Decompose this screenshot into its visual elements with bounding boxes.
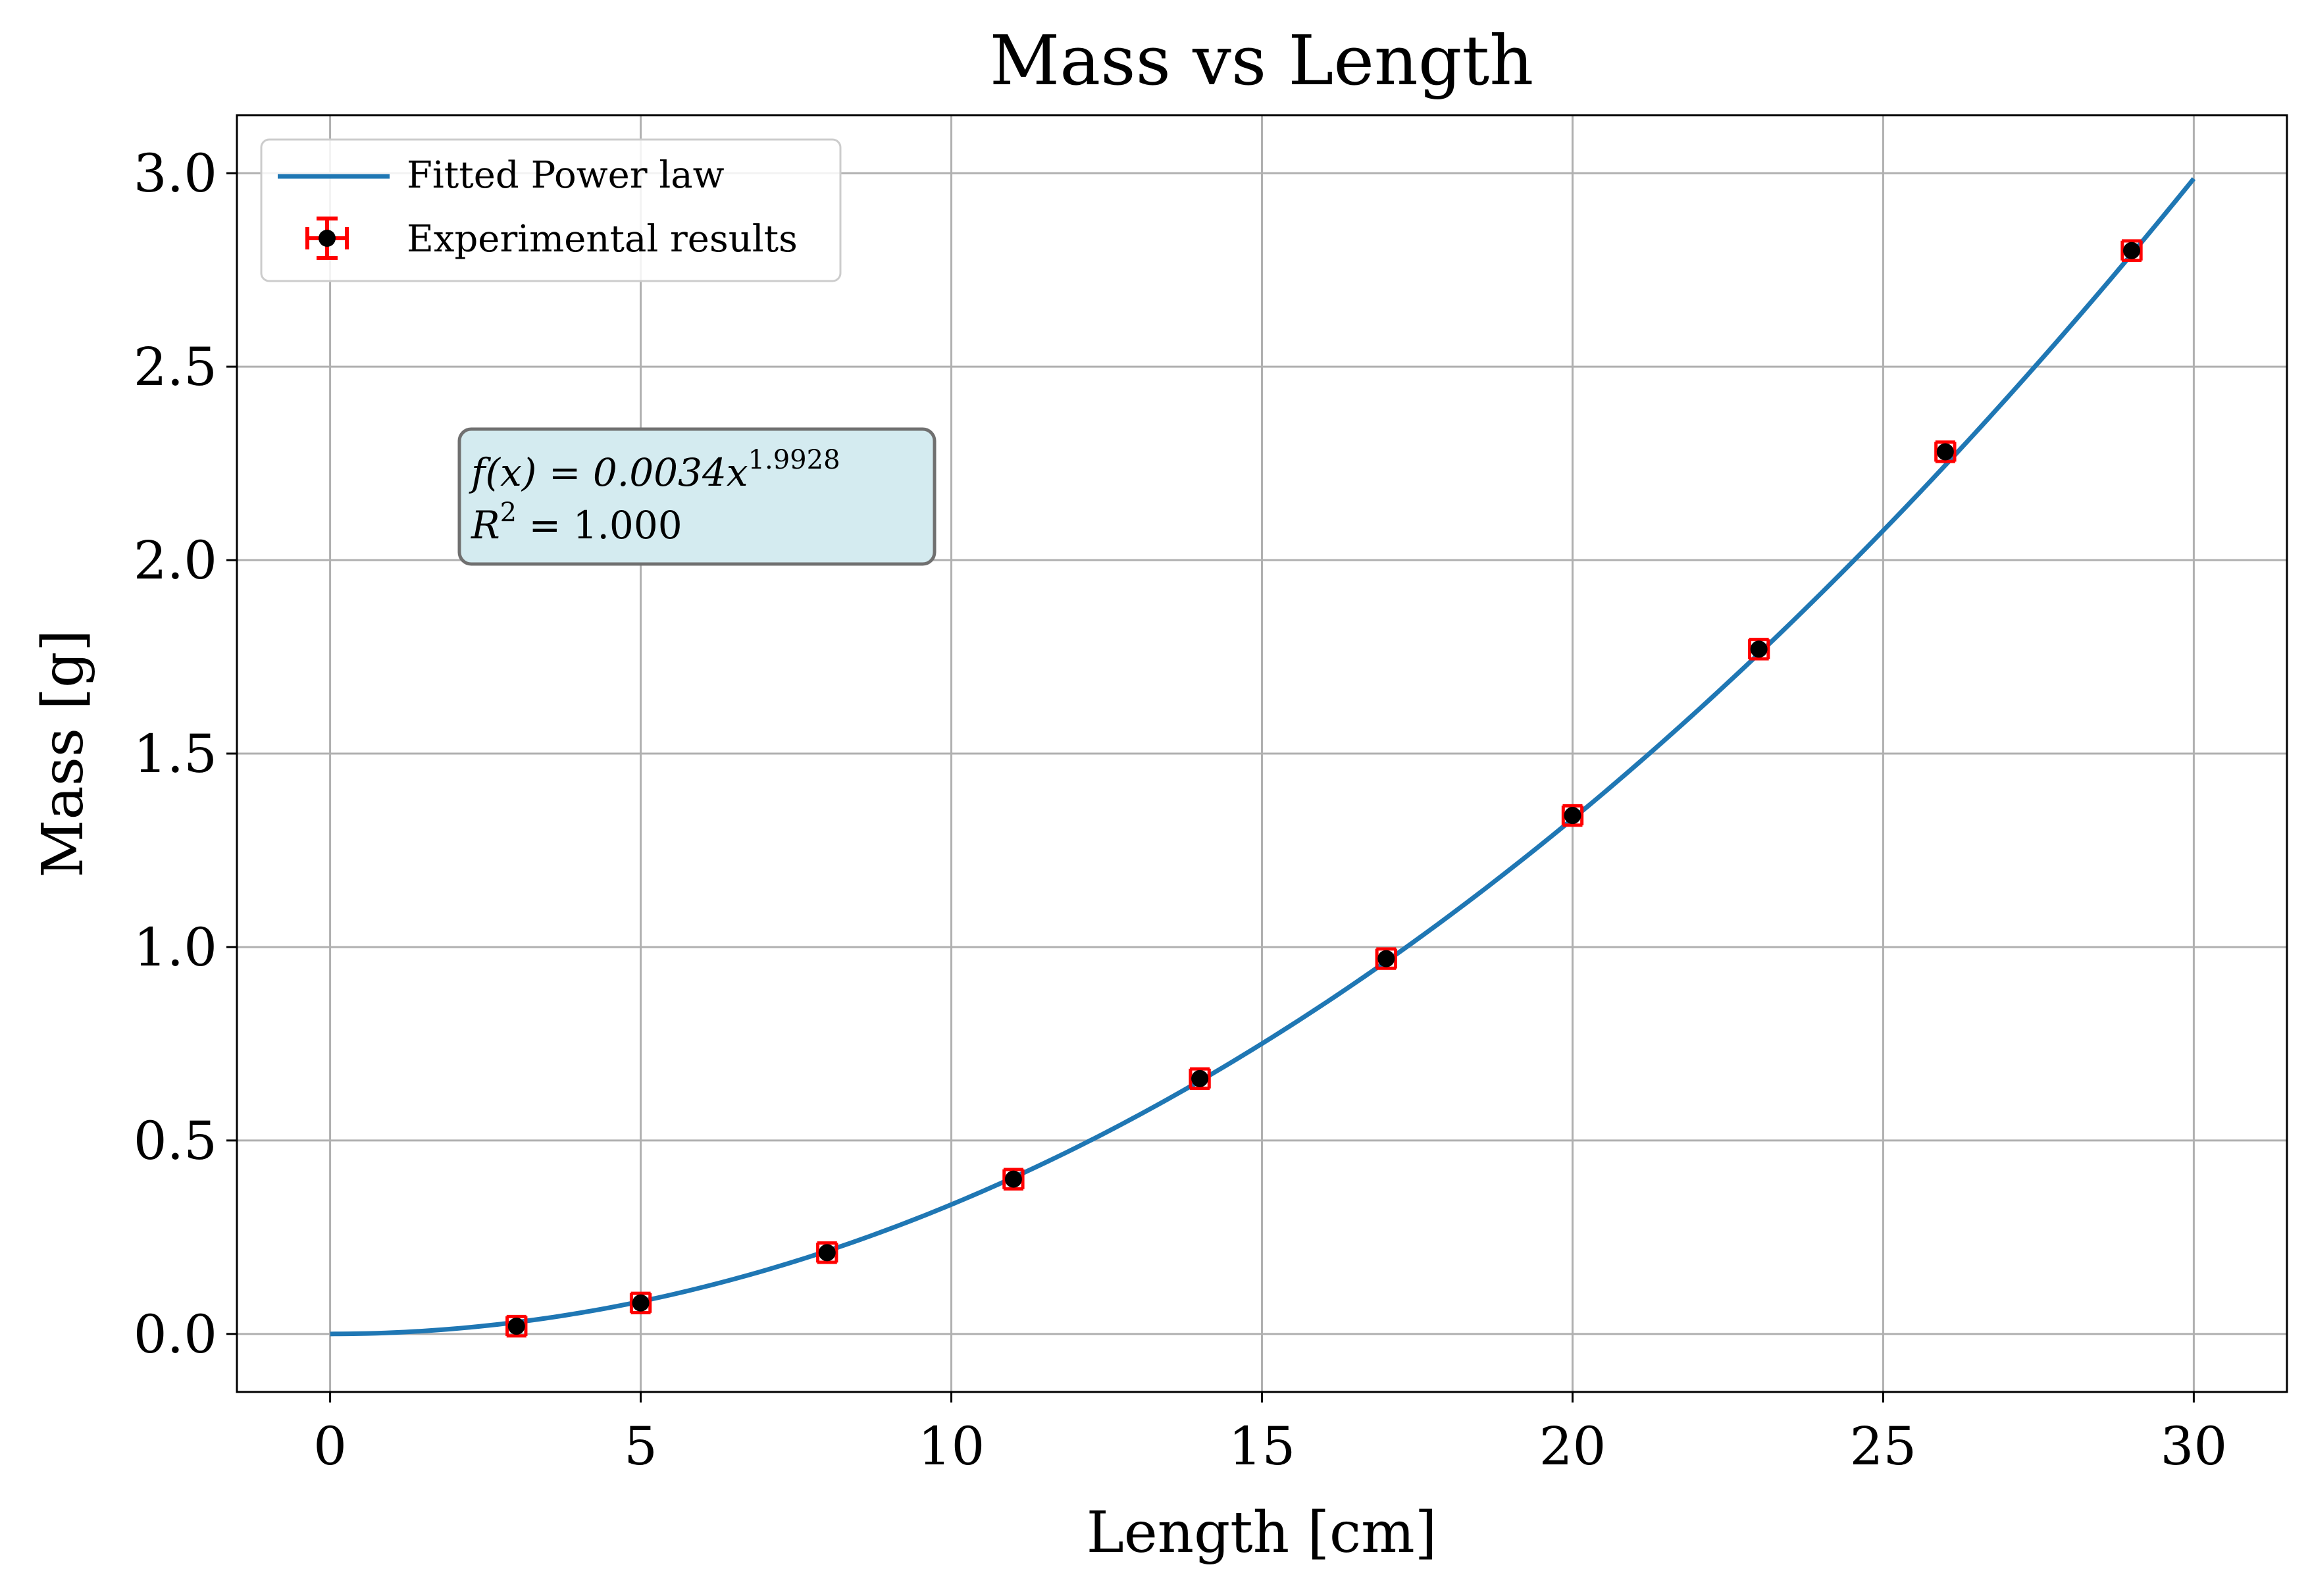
data-point: [629, 1291, 652, 1314]
r-squared-exponent: 2: [500, 498, 517, 528]
data-point: [1747, 638, 1770, 661]
data-point: [1002, 1168, 1025, 1191]
y-tick-label: 3.0: [134, 143, 217, 204]
data-marker: [507, 1318, 525, 1335]
y-tick-label: 2.0: [134, 530, 217, 591]
legend-box: [260, 138, 842, 282]
legend-experimental-label: Experimental results: [407, 218, 798, 261]
y-tick-label: 1.0: [134, 917, 217, 978]
x-tick-label: 10: [918, 1416, 985, 1477]
data-point: [505, 1314, 528, 1338]
legend: Fitted Power law Experimental results: [260, 138, 842, 282]
data-marker: [1377, 950, 1395, 967]
legend-experimental-swatch: [305, 217, 349, 260]
legend-fit-label: Fitted Power law: [407, 154, 725, 197]
r-squared-value: = 1.000: [517, 503, 682, 548]
x-tick-label: 0: [313, 1416, 347, 1477]
y-tick-label: 2.5: [134, 336, 217, 398]
x-tick-label: 20: [1539, 1416, 1606, 1477]
data-marker: [1564, 807, 1581, 825]
data-marker: [1004, 1170, 1022, 1188]
r-squared-symbol: R: [471, 503, 500, 548]
data-marker: [632, 1294, 650, 1312]
data-point: [816, 1241, 838, 1264]
x-tick-label: 30: [2161, 1416, 2228, 1477]
data-point: [2120, 239, 2143, 262]
y-tick-label: 0.0: [134, 1304, 217, 1365]
y-axis-label: Mass [g]: [30, 629, 96, 877]
data-point: [1934, 440, 1957, 463]
chart-title: Mass vs Length: [990, 20, 1533, 101]
grid: [237, 115, 2287, 1392]
data-point: [1561, 804, 1584, 827]
data-points-group: [505, 239, 2143, 1338]
fit-equation-exponent: 1.9928: [748, 445, 840, 475]
y-tick-label: 0.5: [134, 1110, 217, 1171]
data-point: [1375, 947, 1397, 970]
data-marker: [1936, 443, 1954, 461]
y-tick-label: 1.5: [134, 723, 217, 785]
x-tick-label: 5: [624, 1416, 657, 1477]
fit-equation: f(x) = 0.0034x1.9928: [469, 445, 840, 495]
annotation-background: [457, 427, 937, 566]
x-tick-label: 25: [1850, 1416, 1917, 1477]
data-marker: [2123, 242, 2141, 259]
data-marker: [1191, 1069, 1209, 1087]
r-squared: R2 = 1.000: [471, 498, 682, 548]
data-point: [1189, 1067, 1211, 1091]
fit-equation-main: f(x) = 0.0034x: [469, 450, 748, 495]
axis-ticks: 0 5 10 15 20 25 30 0.0 0.5 1.0 1.5 2.0 2.5 3.0: [134, 143, 2228, 1477]
data-marker: [1750, 640, 1768, 658]
annotation-box: f(x) = 0.0034x1.9928 R2 = 1.000: [457, 427, 937, 566]
x-tick-label: 15: [1229, 1416, 1296, 1477]
data-marker: [818, 1244, 836, 1262]
x-axis-label: Length [cm]: [1087, 1500, 1437, 1566]
